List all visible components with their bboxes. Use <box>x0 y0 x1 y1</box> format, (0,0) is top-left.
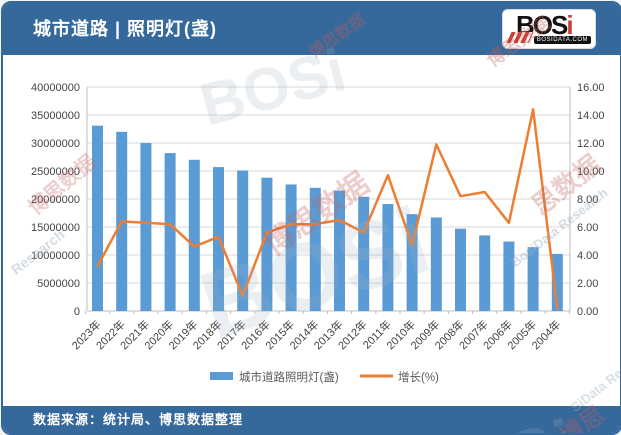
left-axis-tick-label: 5000000 <box>37 278 80 290</box>
left-axis-tick-label: 15000000 <box>31 222 80 234</box>
bar-2008年 <box>455 228 466 311</box>
bar-2010年 <box>406 214 418 311</box>
left-axis-tick-label: 10000000 <box>31 250 80 262</box>
bar-2004年 <box>551 253 563 311</box>
bosi-logo-subtext: BOSIDATA.COM <box>533 36 591 44</box>
right-axis-tick-label: 4.00 <box>577 250 598 262</box>
bar-2011年 <box>382 204 394 311</box>
left-axis-tick-label: 25000000 <box>31 166 80 178</box>
left-axis-tick-label: 20000000 <box>31 194 80 206</box>
right-axis-tick-label: 16.00 <box>577 82 605 94</box>
page-title: 城市道路 | 照明灯(盏) <box>33 19 218 39</box>
left-axis-tick-label: 30000000 <box>31 138 80 150</box>
data-source-note: 数据来源：统计局、博思数据整理 <box>33 412 244 427</box>
header-band: 城市道路 | 照明灯(盏) BOSi BOSIDATA.COM <box>3 3 620 55</box>
bar-2007年 <box>479 235 491 311</box>
legend-bar-swatch <box>210 372 233 380</box>
right-axis-tick-label: 14.00 <box>577 110 605 122</box>
bar-2017年 <box>237 170 249 311</box>
legend-line-label: 增长(%) <box>398 370 439 384</box>
right-axis-tick-label: 2.00 <box>577 278 598 290</box>
bar-2014年 <box>309 187 321 311</box>
right-axis-tick-label: 12.00 <box>577 138 605 150</box>
legend-bar-label: 城市道路照明灯(盏) <box>239 370 339 384</box>
bar-2013年 <box>334 190 345 311</box>
bar-2006年 <box>503 241 515 311</box>
bar-2005年 <box>527 247 539 311</box>
right-axis-tick-label: 10.00 <box>577 166 605 178</box>
bar-2009年 <box>430 217 442 311</box>
left-axis-tick-label: 0 <box>74 306 80 318</box>
right-axis-tick-label: 8.00 <box>577 194 598 206</box>
growth-line <box>96 108 559 310</box>
bar-2019年 <box>188 159 200 311</box>
footer-band: 数据来源：统计局、博思数据整理 <box>3 406 620 433</box>
left-axis-tick-label: 35000000 <box>31 110 80 122</box>
bar-2016年 <box>261 177 273 311</box>
bosi-logo: BOSi BOSIDATA.COM <box>502 9 596 49</box>
right-axis-tick-label: 0.00 <box>577 306 598 318</box>
chart-svg: 40000000 16.00 35000000 14.00 30000000 12.00 2… <box>31 82 605 384</box>
right-axis-tick-label: 6.00 <box>577 222 598 234</box>
bosi-hatch-icon <box>506 32 534 43</box>
bar-2021年 <box>140 143 152 311</box>
bar-2012年 <box>358 196 370 311</box>
bar-2015年 <box>285 184 297 311</box>
bar-2023年 <box>92 125 103 311</box>
bar-2020年 <box>164 153 176 311</box>
chart-area: 40000000 16.00 35000000 14.00 30000000 12.00 2… <box>3 55 620 407</box>
left-axis-tick-label: 40000000 <box>31 82 80 94</box>
